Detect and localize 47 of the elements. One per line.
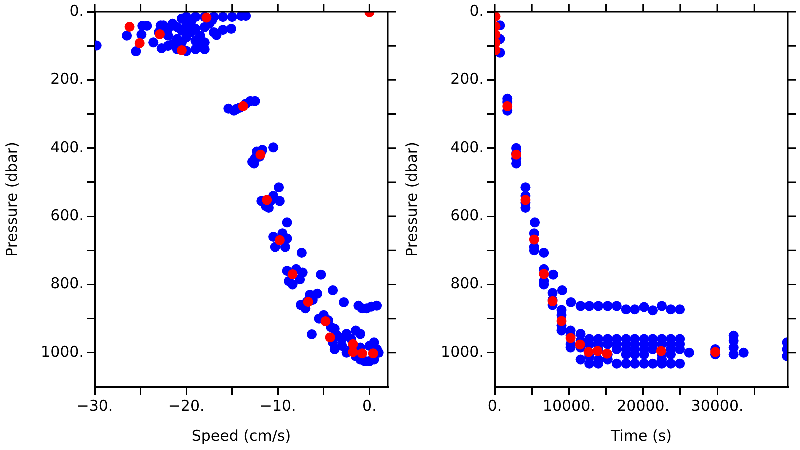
- y-tick-label: 400.: [50, 138, 84, 156]
- point: [325, 332, 336, 343]
- point: [556, 316, 567, 326]
- x-tick-label: −20.: [168, 396, 205, 415]
- y-tick-label: 0.: [70, 2, 84, 20]
- x-tick-label: 0.: [362, 396, 377, 415]
- y-tick-label: 800.: [450, 274, 484, 293]
- y-tick-label: 1000.: [41, 342, 84, 361]
- point: [155, 30, 166, 40]
- point: [529, 234, 540, 245]
- point: [502, 101, 513, 112]
- point: [134, 38, 145, 48]
- y-tick-label: 600.: [50, 206, 84, 224]
- point: [656, 346, 666, 356]
- x-tick-label: −10.: [260, 396, 296, 415]
- x-tick-label: 10000.: [542, 396, 596, 415]
- point: [124, 22, 135, 32]
- y-tick-label: 800.: [50, 274, 84, 293]
- point: [584, 347, 594, 358]
- y-axis-title: Pressure (dbar): [2, 142, 21, 257]
- x-axis-title: Speed (cm/s): [192, 426, 292, 445]
- point: [238, 101, 248, 112]
- point: [348, 347, 358, 358]
- point: [176, 46, 187, 56]
- x-tick-label: −30.: [76, 396, 114, 415]
- x-tick-label: 30000.: [691, 396, 744, 415]
- y-tick-label: 1000.: [441, 342, 484, 361]
- point: [274, 235, 285, 246]
- x-tick-label: 20000.: [617, 396, 670, 415]
- x-axis-title: Time (s): [610, 426, 672, 445]
- y-axis-title: Pressure (dbar): [402, 142, 421, 257]
- point: [357, 348, 368, 359]
- y-tick-label: 0.: [470, 2, 484, 20]
- point: [575, 340, 586, 350]
- x-tick-label: 0.: [488, 396, 502, 415]
- point: [539, 269, 550, 280]
- point: [262, 195, 272, 206]
- y-tick-label: 200.: [50, 70, 84, 88]
- y-tick-label: 400.: [450, 138, 484, 156]
- point: [566, 333, 576, 344]
- point: [520, 195, 531, 206]
- point: [368, 348, 378, 359]
- y-tick-label: 600.: [450, 206, 484, 224]
- y-tick-label: 200.: [450, 70, 484, 88]
- point: [288, 270, 298, 280]
- point: [710, 347, 721, 358]
- point: [320, 316, 331, 327]
